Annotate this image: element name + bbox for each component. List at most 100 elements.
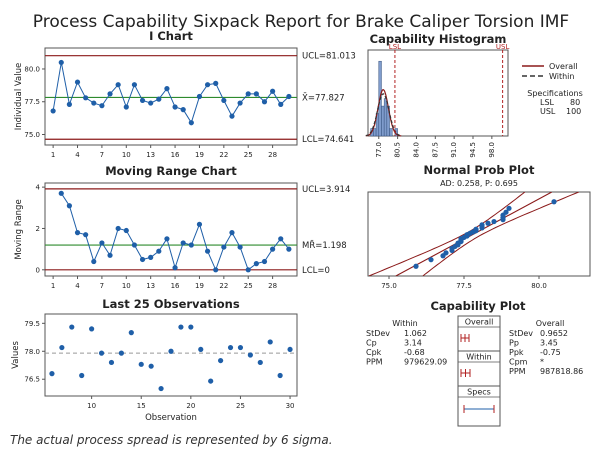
i-chart-y-tick-label: 75.0	[24, 131, 40, 139]
last25-point	[287, 346, 293, 353]
last25-point	[247, 352, 253, 358]
mr-chart-point	[172, 265, 178, 271]
last25-point	[188, 324, 194, 330]
normal-prob-plot-point	[479, 222, 485, 228]
capability-plot-within-title: Within	[392, 319, 417, 328]
last25-y-tick-label: 76.5	[24, 376, 40, 384]
capability-plot-overall-stat-name: Pp	[509, 339, 519, 348]
mr-chart-x-tick-label: 28	[268, 282, 277, 290]
i-chart-point	[196, 93, 203, 100]
mr-chart-point	[204, 248, 211, 254]
i-chart-y-tick-label: 77.5	[24, 98, 40, 106]
last25-x-tick-label: 15	[137, 402, 146, 410]
capability-histogram-legend-lsl-value: 80	[570, 98, 580, 107]
capability-histogram-x-tick-label: 98.0	[488, 142, 496, 158]
mr-chart-x-tick-label: 22	[219, 282, 228, 290]
mr-chart-center-label: MR̄=1.198	[302, 239, 347, 251]
i-chart-point	[237, 100, 243, 106]
capability-plot-overall-stat-value: -0.75	[540, 348, 561, 357]
last25-point	[98, 350, 105, 356]
i-chart-point	[278, 101, 284, 107]
normal-prob-plot-confidence-band	[368, 192, 526, 276]
i-chart-point	[74, 79, 81, 85]
capability-plot-overall-stat-value: 0.9652	[540, 329, 568, 338]
i-chart-point	[221, 97, 227, 104]
i-chart-point	[58, 59, 64, 66]
last25-point	[59, 344, 65, 351]
capability-histogram-title: Capability Histogram	[370, 32, 507, 46]
mr-chart-x-tick-label: 1	[51, 282, 55, 290]
normal-prob-plot-point	[473, 226, 479, 232]
last25-point	[108, 359, 115, 366]
last25-point	[79, 372, 85, 379]
last25-point	[277, 372, 283, 379]
last25-point	[69, 324, 75, 330]
mr-chart-x-tick-label: 7	[100, 282, 104, 290]
i-chart-point	[66, 101, 72, 107]
i-chart-point	[99, 103, 105, 109]
i-chart-point	[123, 104, 129, 110]
normal-prob-plot-x-tick-label: 77.5	[456, 282, 472, 290]
i-chart-point	[107, 91, 113, 97]
i-chart-x-tick-label: 4	[75, 151, 80, 159]
i-chart-point	[131, 82, 138, 88]
i-chart-y-tick-label: 80.0	[24, 65, 40, 73]
mr-chart-y-tick-label: 4	[36, 184, 41, 192]
mr-chart-x-tick-label: 13	[146, 282, 155, 290]
mr-chart-ylabel: Moving Range	[14, 199, 24, 259]
mr-chart-point	[164, 236, 170, 242]
last25-point	[158, 385, 164, 392]
capability-histogram-legend-lsl-name: LSL	[540, 98, 555, 107]
capability-plot-within-stat-name: Cp	[366, 339, 377, 348]
i-chart-point	[148, 100, 154, 106]
mr-chart-point	[196, 221, 203, 227]
last25-point	[267, 339, 273, 345]
mr-chart-point	[107, 252, 113, 258]
capability-histogram-bar	[381, 105, 385, 137]
mr-chart-title: Moving Range Chart	[105, 164, 237, 178]
normal-prob-plot-x-tick-label: 75.0	[381, 282, 397, 290]
mr-chart-point	[188, 242, 194, 248]
capability-plot-overall-stat-value: 3.45	[540, 339, 558, 348]
capability-histogram-x-tick-label: 94.5	[469, 142, 477, 158]
capability-histogram-frame	[367, 49, 509, 137]
i-chart-point	[91, 100, 97, 106]
i-chart-point	[245, 91, 251, 97]
i-chart-point	[213, 80, 219, 86]
normal-prob-plot-point	[443, 250, 449, 256]
mr-chart-series-line	[60, 193, 290, 272]
i-chart-point	[188, 120, 194, 126]
last25-x-tick-label: 10	[87, 402, 96, 410]
i-chart-x-tick-label: 28	[268, 151, 277, 159]
capability-plot-panel-frame	[457, 385, 501, 427]
footnote: The actual process spread is represented…	[10, 433, 333, 447]
i-chart-series-line	[52, 62, 290, 124]
mr-chart-point	[213, 267, 219, 273]
last25-x-tick-label: 20	[186, 402, 195, 410]
mr-chart-point	[123, 227, 129, 234]
capability-plot-within-stat-value: 1.062	[404, 329, 427, 338]
i-chart-point	[286, 93, 292, 100]
mr-chart-point	[156, 248, 162, 254]
capability-histogram-legend-usl-name: USL	[540, 107, 556, 116]
last25-point	[89, 326, 95, 332]
capability-histogram-x-tick-label: 80.5	[394, 142, 402, 158]
capability-histogram-x-tick-label: 84.0	[412, 142, 420, 158]
mr-chart-point	[83, 232, 89, 238]
capability-histogram-x-tick-label: 91.0	[450, 142, 458, 158]
capability-plot-overall-stat-name: StDev	[509, 329, 533, 338]
mr-chart-point	[286, 246, 292, 252]
capability-plot-within-stat-value: 979629.09	[404, 358, 447, 367]
mr-chart-point	[99, 240, 105, 246]
i-chart-x-tick-label: 13	[146, 151, 155, 159]
i-chart-lcl-label: LCL=74.641	[302, 135, 354, 145]
last25-point	[257, 359, 263, 366]
i-chart-point	[229, 113, 235, 119]
normal-prob-plot-x-tick-label: 80.0	[531, 282, 547, 290]
normal-prob-plot-title: Normal Prob Plot	[424, 163, 535, 177]
capability-plot-panel-title: Specs	[467, 388, 491, 397]
normal-prob-plot-point	[503, 209, 509, 215]
last25-point	[138, 361, 144, 367]
normal-prob-plot-point	[506, 205, 512, 211]
i-chart-point	[139, 97, 146, 104]
